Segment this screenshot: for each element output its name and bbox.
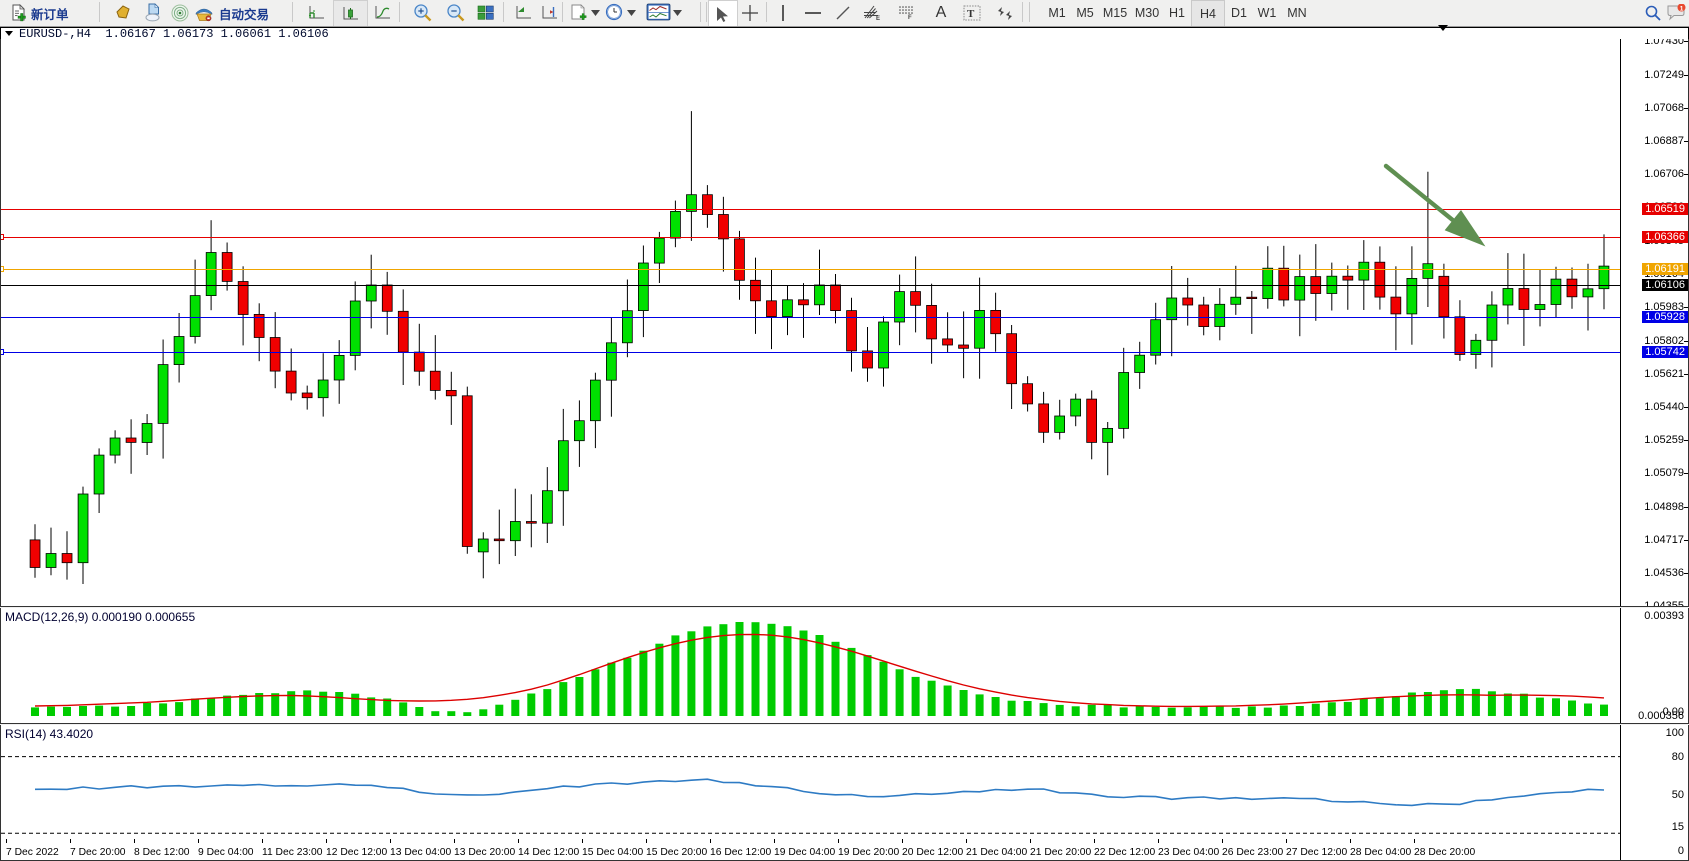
svg-text:T: T <box>967 8 975 20</box>
svg-text:E: E <box>876 16 880 21</box>
svg-text:F: F <box>908 15 912 20</box>
svg-text:1: 1 <box>1680 5 1684 12</box>
